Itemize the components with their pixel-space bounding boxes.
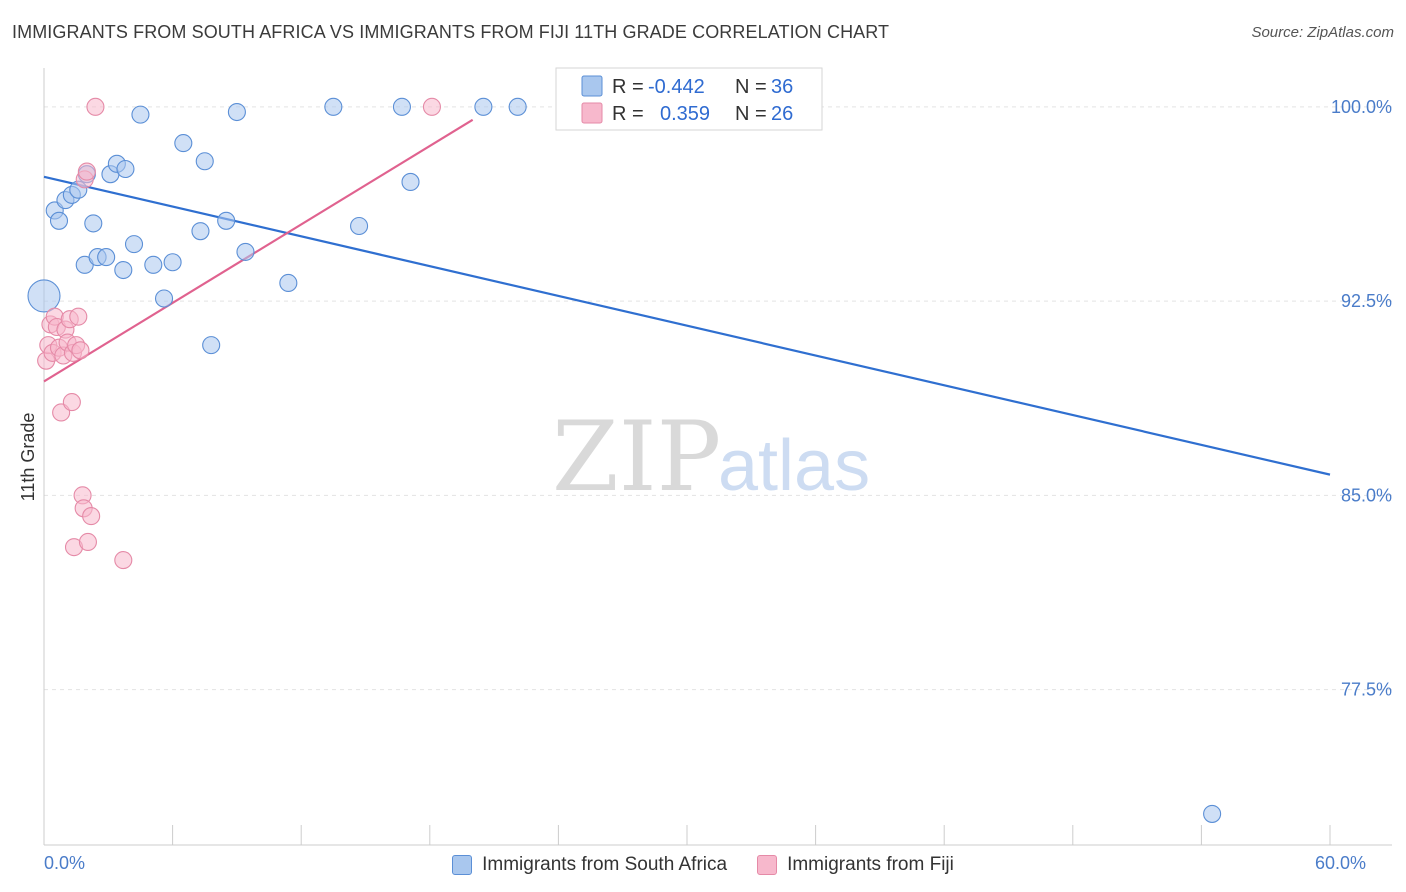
- data-point-south-africa[interactable]: [1203, 804, 1222, 823]
- data-point-fiji[interactable]: [82, 507, 101, 526]
- data-point-south-africa[interactable]: [191, 222, 210, 241]
- series-legend-south-africa[interactable]: Immigrants from South Africa: [452, 854, 727, 876]
- legend-r-label-south-africa: R =: [612, 76, 644, 98]
- legend-n-value-south-africa: 36: [771, 76, 793, 98]
- legend-swatch-south-africa: [581, 75, 603, 97]
- legend-n-value-fiji: 26: [771, 103, 793, 125]
- data-point-south-africa[interactable]: [227, 102, 246, 122]
- series-legend-fiji[interactable]: Immigrants from Fiji: [757, 854, 954, 876]
- data-point-fiji[interactable]: [62, 393, 81, 412]
- chart-title: IMMIGRANTS FROM SOUTH AFRICA VS IMMIGRAN…: [12, 22, 890, 42]
- data-point-south-africa[interactable]: [324, 97, 343, 116]
- legend-swatch-fiji: [581, 102, 603, 124]
- data-point-south-africa[interactable]: [202, 336, 221, 355]
- data-point-south-africa[interactable]: [236, 242, 255, 261]
- series-label-south-africa: Immigrants from South Africa: [482, 854, 728, 875]
- legend-r-label-fiji: R =: [612, 103, 644, 125]
- data-point-fiji[interactable]: [114, 551, 133, 570]
- data-point-south-africa[interactable]: [49, 211, 69, 230]
- y-tick-label: 100.0%: [1331, 97, 1392, 117]
- legend-n-label-fiji: N =: [735, 103, 767, 125]
- axis-layer: 100.0% 92.5% 85.0% 77.5% 0.0% 60.0%: [43, 68, 1392, 873]
- watermark-zip: ZIP: [552, 401, 721, 513]
- data-point-south-africa[interactable]: [154, 289, 174, 308]
- data-point-south-africa[interactable]: [279, 273, 298, 293]
- data-point-south-africa[interactable]: [163, 253, 182, 272]
- data-point-south-africa[interactable]: [124, 235, 144, 254]
- data-point-south-africa[interactable]: [508, 97, 527, 116]
- x-tick-label: 0.0%: [44, 853, 85, 873]
- data-point-south-africa[interactable]: [217, 211, 236, 230]
- data-point-fiji[interactable]: [71, 341, 90, 360]
- data-point-south-africa[interactable]: [131, 105, 150, 124]
- series-swatch-fiji: [757, 855, 778, 875]
- data-point-south-africa[interactable]: [401, 172, 420, 192]
- data-point-south-africa[interactable]: [84, 214, 103, 233]
- watermark: ZIP atlas: [552, 401, 870, 513]
- data-point-fiji[interactable]: [86, 97, 105, 116]
- trendline-south-africa: [43, 175, 1331, 476]
- legend-r-value-south-africa: -0.442: [648, 76, 705, 98]
- points-layer: [27, 97, 1222, 823]
- y-axis-label: 11th Grade: [18, 413, 38, 502]
- data-point-south-africa[interactable]: [392, 97, 411, 116]
- trendline-fiji: [43, 118, 474, 383]
- trend-layer: [43, 118, 1331, 476]
- chart-source: Source: ZipAtlas.com: [1251, 24, 1394, 41]
- series-legend: Immigrants from South Africa Immigrants …: [0, 850, 1406, 880]
- x-tick-label: 60.0%: [1315, 853, 1366, 873]
- correlation-legend: R = -0.442 N = 36 R = 0.359 N = 26: [555, 67, 823, 131]
- y-tick-label: 85.0%: [1341, 485, 1392, 505]
- data-point-south-africa[interactable]: [350, 216, 369, 236]
- series-swatch-south-africa: [452, 855, 473, 875]
- data-point-fiji[interactable]: [77, 162, 96, 181]
- data-point-south-africa[interactable]: [114, 260, 133, 280]
- data-point-south-africa[interactable]: [174, 134, 193, 153]
- data-point-south-africa[interactable]: [97, 248, 116, 267]
- grid-layer: [44, 106, 1392, 691]
- y-tick-label: 77.5%: [1341, 680, 1392, 700]
- data-point-fiji[interactable]: [78, 532, 97, 552]
- legend-n-label-south-africa: N =: [735, 76, 767, 98]
- legend-r-value-fiji: 0.359: [660, 103, 710, 125]
- data-point-south-africa[interactable]: [116, 159, 135, 179]
- data-point-south-africa[interactable]: [27, 279, 61, 313]
- data-point-south-africa[interactable]: [474, 97, 493, 116]
- y-tick-label: 92.5%: [1341, 291, 1392, 311]
- series-label-fiji: Immigrants from Fiji: [787, 854, 954, 875]
- data-point-fiji[interactable]: [69, 307, 88, 326]
- data-point-south-africa[interactable]: [144, 255, 163, 274]
- watermark-atlas: atlas: [718, 426, 870, 506]
- data-point-south-africa[interactable]: [195, 152, 214, 171]
- data-point-fiji[interactable]: [422, 97, 441, 116]
